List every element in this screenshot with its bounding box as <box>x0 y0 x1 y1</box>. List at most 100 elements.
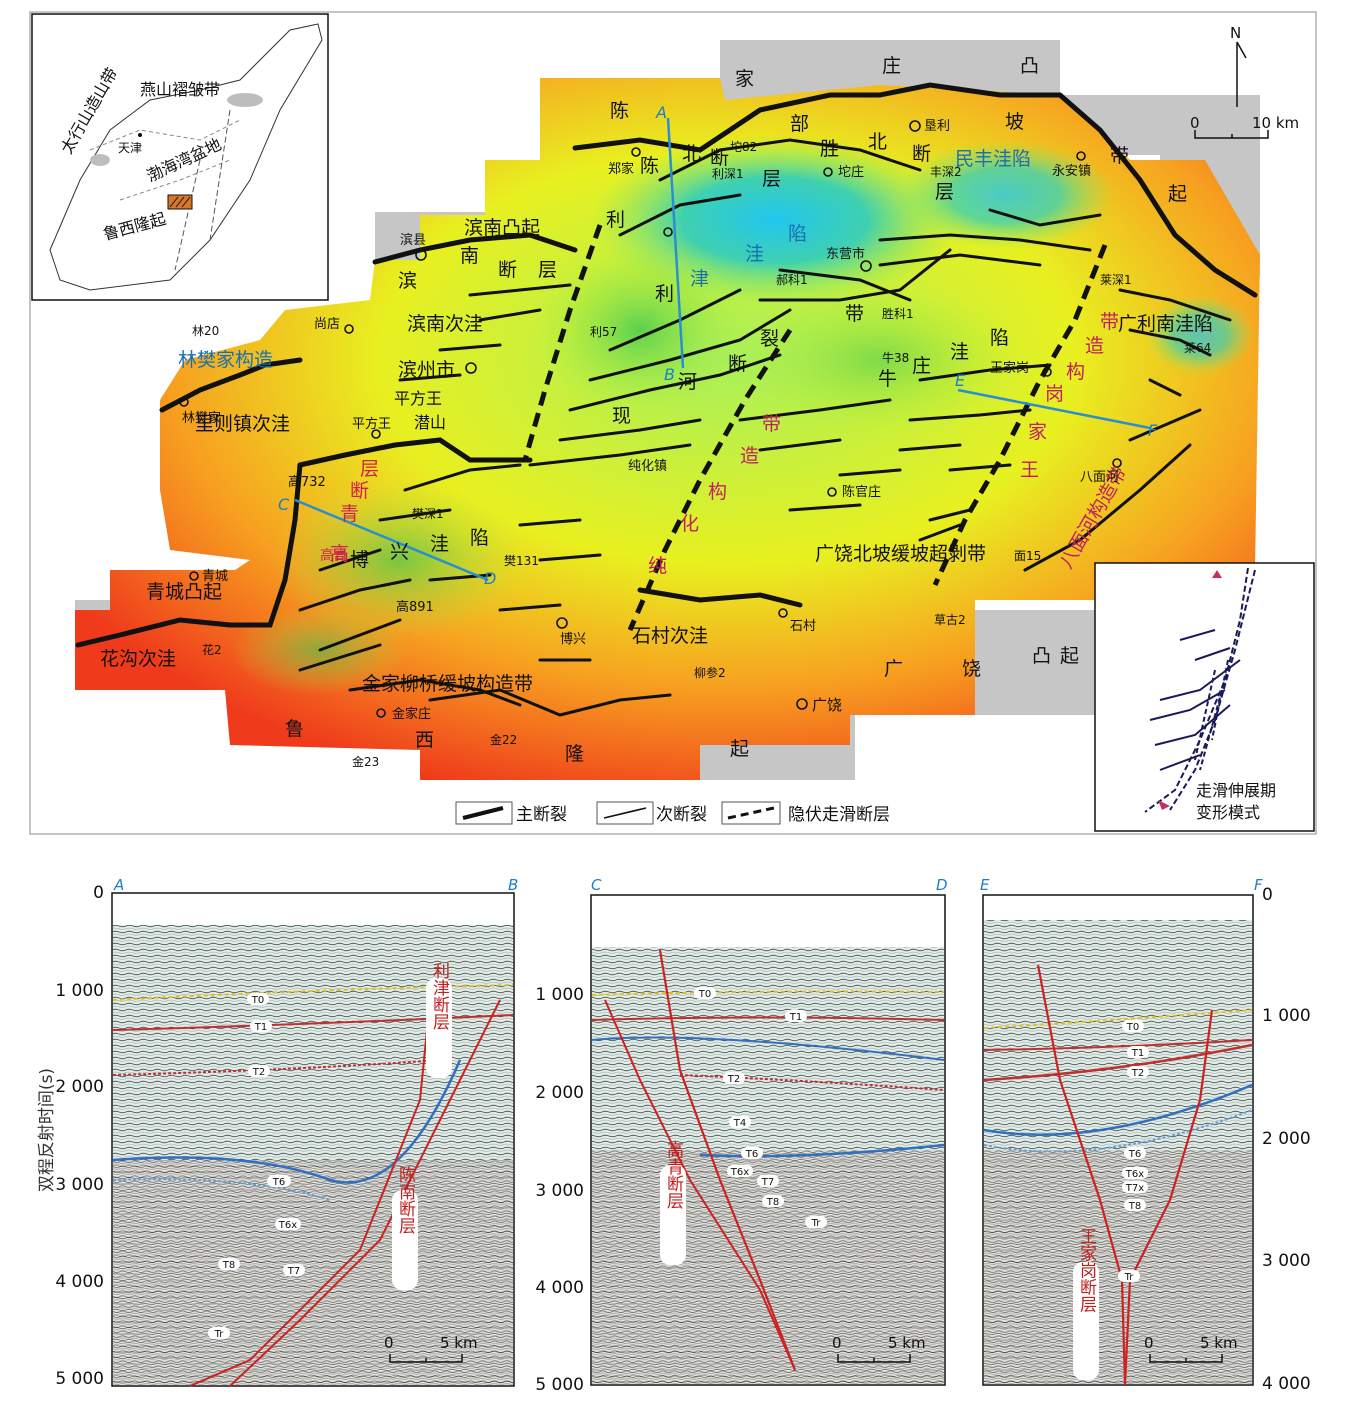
deformation-mode-inset: 走滑伸展期 变形模式 <box>1094 562 1315 832</box>
svg-text:滨州市: 滨州市 <box>398 359 455 381</box>
fault-wangjiagang-label: 王家岗断层 <box>1076 1228 1097 1313</box>
svg-text:南: 南 <box>460 245 479 267</box>
svg-text:10 km: 10 km <box>1252 114 1299 132</box>
svg-text:隆: 隆 <box>565 743 584 765</box>
svg-text:利57: 利57 <box>590 325 617 339</box>
svg-text:B: B <box>508 876 518 894</box>
svg-text:T6x: T6x <box>730 1167 749 1178</box>
svg-text:牛38: 牛38 <box>882 350 909 365</box>
svg-text:平方王: 平方王 <box>394 389 442 408</box>
svg-text:陷: 陷 <box>470 527 489 549</box>
svg-text:3 000: 3 000 <box>1262 1251 1311 1271</box>
svg-text:部: 部 <box>790 113 809 135</box>
svg-text:博兴: 博兴 <box>560 632 586 647</box>
svg-text:构: 构 <box>1066 361 1085 383</box>
svg-text:滨: 滨 <box>398 270 417 292</box>
y-axis-label: 双程反射时间(s) <box>37 1068 57 1192</box>
svg-text:Tr: Tr <box>811 1218 822 1229</box>
svg-text:陈: 陈 <box>640 155 659 177</box>
svg-text:0: 0 <box>93 883 104 903</box>
svg-text:纯: 纯 <box>648 555 667 577</box>
svg-text:T6: T6 <box>745 1149 758 1160</box>
svg-text:3 000: 3 000 <box>535 1181 584 1201</box>
svg-text:博: 博 <box>350 549 369 571</box>
section-ef: T0 T1 T2 T6 T6x T7x T8 Tr 王家岗断层 0 5 km E… <box>980 876 1263 1386</box>
section-ab: T0 T1 T2 T6 T6x T7 T8 Tr 利津断层 陈南断层 0 5 k… <box>111 876 518 1387</box>
svg-text:东营市: 东营市 <box>826 246 865 262</box>
well-labels: 林20 利57 坨82 利深1 丰深2 莱深1 莱64 牛38 樊深1 樊131… <box>192 139 1211 769</box>
svg-text:T7: T7 <box>761 1177 774 1188</box>
svg-text:T4: T4 <box>733 1118 746 1129</box>
profile-label-a: A <box>655 103 667 122</box>
svg-text:1 000: 1 000 <box>55 981 104 1001</box>
svg-text:4 000: 4 000 <box>55 1272 104 1292</box>
svg-text:滨南次洼: 滨南次洼 <box>407 313 483 335</box>
svg-text:带: 带 <box>1110 145 1129 167</box>
svg-text:坡: 坡 <box>1005 111 1024 133</box>
svg-text:陈官庄: 陈官庄 <box>842 484 881 500</box>
svg-text:花2: 花2 <box>202 642 222 657</box>
svg-text:T6: T6 <box>1128 1149 1141 1160</box>
svg-text:T7: T7 <box>287 1266 300 1277</box>
svg-text:造: 造 <box>740 445 759 467</box>
svg-text:王: 王 <box>1020 459 1039 481</box>
svg-text:樊131: 樊131 <box>504 554 539 568</box>
svg-text:T1: T1 <box>789 1012 802 1023</box>
profile-label-d: D <box>484 569 496 588</box>
svg-text:凸: 凸 <box>1020 55 1039 77</box>
svg-text:石村: 石村 <box>790 619 816 634</box>
svg-text:陷: 陷 <box>788 223 807 245</box>
svg-text:5 km: 5 km <box>888 1334 926 1352</box>
svg-text:莱64: 莱64 <box>1184 341 1211 355</box>
svg-text:青: 青 <box>340 503 359 525</box>
svg-text:A: A <box>113 876 124 894</box>
svg-text:起: 起 <box>1168 183 1187 205</box>
svg-text:滨南凸起: 滨南凸起 <box>464 217 540 239</box>
svg-text:樊深1: 樊深1 <box>412 507 444 521</box>
svg-text:广: 广 <box>884 658 903 680</box>
svg-text:层: 层 <box>762 168 781 190</box>
svg-text:层: 层 <box>538 259 557 281</box>
svg-text:里则镇次洼: 里则镇次洼 <box>195 413 290 435</box>
svg-text:陷: 陷 <box>990 327 1009 349</box>
svg-text:起: 起 <box>1060 645 1079 667</box>
svg-text:青城: 青城 <box>202 569 228 584</box>
inset-label-yanshan: 燕山褶皱带 <box>140 80 220 99</box>
svg-text:庄: 庄 <box>912 355 931 377</box>
svg-text:柳参2: 柳参2 <box>694 665 726 680</box>
svg-text:金家柳桥缓坡构造带: 金家柳桥缓坡构造带 <box>362 673 533 695</box>
svg-text:裂: 裂 <box>760 328 779 350</box>
svg-text:0: 0 <box>1262 885 1273 905</box>
svg-text:1 000: 1 000 <box>535 985 584 1005</box>
svg-text:T7x: T7x <box>1125 1183 1144 1194</box>
svg-text:津: 津 <box>690 268 709 290</box>
svg-text:N: N <box>1230 24 1241 42</box>
svg-text:高: 高 <box>330 543 349 565</box>
svg-text:广饶北坡缓坡超剥带: 广饶北坡缓坡超剥带 <box>815 543 986 565</box>
section-cd: T0 T1 T2 T4 T6 T6x T7 T8 Tr 高青断层 0 5 km … <box>590 876 948 1386</box>
svg-text:莱深1: 莱深1 <box>1100 273 1132 287</box>
secondary-faults <box>298 138 1232 717</box>
svg-text:八面河: 八面河 <box>1080 470 1119 485</box>
svg-text:带: 带 <box>1100 311 1119 333</box>
svg-text:平方王: 平方王 <box>352 416 391 432</box>
svg-text:构: 构 <box>708 481 727 503</box>
svg-text:郝科1: 郝科1 <box>776 273 808 287</box>
north-arrow: N <box>1230 24 1247 107</box>
svg-text:2 000: 2 000 <box>1262 1129 1311 1149</box>
map-scale-bar: 0 10 km <box>1190 114 1299 139</box>
svg-text:凸: 凸 <box>1032 645 1051 667</box>
hidden-strike-slip-faults <box>522 224 1108 632</box>
svg-text:断: 断 <box>912 143 931 165</box>
svg-text:尚店: 尚店 <box>314 317 340 332</box>
fault-lijin-label: 利津断层 <box>429 962 450 1030</box>
svg-text:T8: T8 <box>1128 1201 1141 1212</box>
svg-text:林20: 林20 <box>192 324 219 338</box>
svg-text:F: F <box>1254 876 1263 894</box>
svg-text:2 000: 2 000 <box>535 1083 584 1103</box>
fault-labels: 陈 北 断 层 胜 北 断 层 滨 南 断 层 利 河 断 裂 带 现 高 青 … <box>330 131 954 565</box>
svg-text:走滑伸展期: 走滑伸展期 <box>1196 781 1276 800</box>
svg-text:北: 北 <box>682 143 701 165</box>
svg-text:家: 家 <box>735 68 754 90</box>
svg-text:T2: T2 <box>1131 1068 1144 1079</box>
